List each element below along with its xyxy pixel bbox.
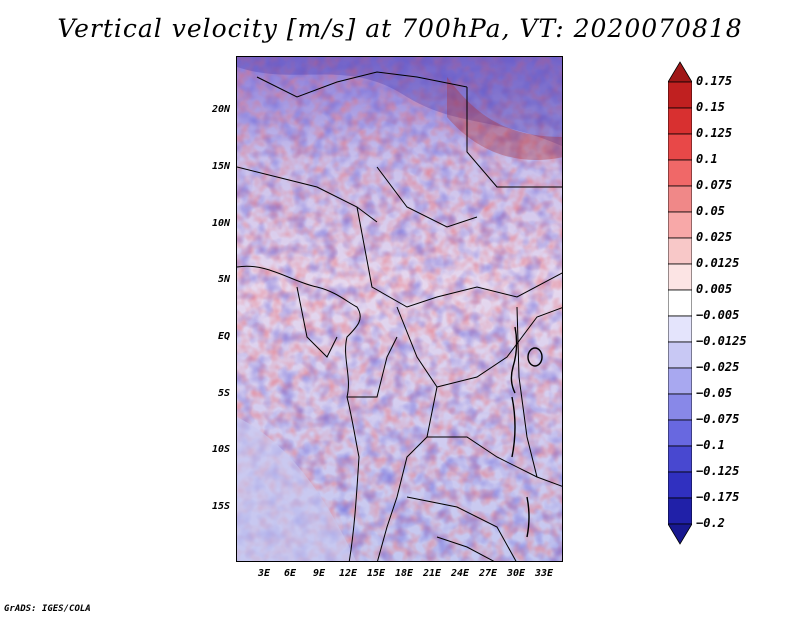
- colorbar-level-label: −0.1: [696, 438, 725, 452]
- colorbar-level-label: 0.075: [696, 178, 733, 192]
- lat-label: 10N: [211, 218, 230, 229]
- colorbar: [668, 61, 692, 545]
- colorbar-segment: [668, 523, 692, 545]
- velocity-field: [237, 57, 562, 561]
- colorbar-level-label: 0.175: [696, 74, 733, 88]
- north-strong-band: [237, 57, 562, 147]
- colorbar-level-label: 0.1: [696, 152, 718, 166]
- colorbar-segment: [668, 107, 692, 135]
- lat-label: 15N: [211, 161, 230, 172]
- colorbar-level-label: −0.125: [696, 464, 740, 478]
- colorbar-level-label: 0.05: [696, 204, 725, 218]
- colorbar-segment: [668, 211, 692, 239]
- lon-label: 33E: [535, 568, 554, 579]
- colorbar-segment: [668, 159, 692, 187]
- colorbar-segment: [668, 419, 692, 447]
- colorbar-segment: [668, 237, 692, 265]
- colorbar-segment: [668, 367, 692, 395]
- chart-title: Vertical velocity [m/s] at 700hPa, VT: 2…: [57, 14, 743, 43]
- colorbar-level-label: 0.125: [696, 126, 733, 140]
- colorbar-level-label: −0.0125: [696, 334, 747, 348]
- lat-label: 10S: [211, 444, 230, 455]
- lon-label: 27E: [479, 568, 498, 579]
- colorbar-level-label: −0.175: [696, 490, 740, 504]
- colorbar-segment: [668, 81, 692, 109]
- colorbar-segment: [668, 289, 692, 317]
- colorbar-level-label: −0.2: [696, 516, 725, 530]
- colorbar-level-label: −0.05: [696, 386, 733, 400]
- colorbar-segment: [668, 61, 692, 83]
- colorbar-segment: [668, 263, 692, 291]
- colorbar-level-label: 0.005: [696, 282, 733, 296]
- lon-label: 9E: [313, 568, 326, 579]
- colorbar-segment: [668, 497, 692, 525]
- colorbar-segment: [668, 133, 692, 161]
- colorbar-level-label: 0.0125: [696, 256, 740, 270]
- colorbar-level-label: −0.025: [696, 360, 740, 374]
- country-borders: [237, 71, 562, 561]
- colorbar-segment: [668, 393, 692, 421]
- colorbar-segment: [668, 341, 692, 369]
- lat-label: 5S: [217, 388, 230, 399]
- lakes: [510, 326, 543, 538]
- colorbar-segment: [668, 315, 692, 343]
- colorbar-level-label: −0.005: [696, 308, 740, 322]
- credit-text: GrADS: IGES/COLA: [4, 604, 91, 614]
- lon-label: 18E: [395, 568, 414, 579]
- colorbar-segment: [668, 445, 692, 473]
- north-east-red-band: [447, 77, 562, 160]
- colorbar-segment: [668, 185, 692, 213]
- lat-label: EQ: [217, 331, 230, 342]
- colorbar-level-label: −0.075: [696, 412, 740, 426]
- colorbar-segment: [668, 471, 692, 499]
- colorbar-level-label: 0.15: [696, 100, 725, 114]
- lon-label: 6E: [284, 568, 297, 579]
- lon-label: 3E: [258, 568, 271, 579]
- lon-label: 12E: [339, 568, 358, 579]
- southwest-ocean-smooth: [237, 417, 357, 561]
- lon-label: 21E: [423, 568, 442, 579]
- map-panel: [236, 56, 563, 562]
- lon-label: 24E: [451, 568, 470, 579]
- lat-label: 5N: [217, 274, 230, 285]
- lat-label: 20N: [211, 104, 230, 115]
- lon-label: 30E: [507, 568, 526, 579]
- colorbar-level-label: 0.025: [696, 230, 733, 244]
- lon-label: 15E: [367, 568, 386, 579]
- lat-label: 15S: [211, 501, 230, 512]
